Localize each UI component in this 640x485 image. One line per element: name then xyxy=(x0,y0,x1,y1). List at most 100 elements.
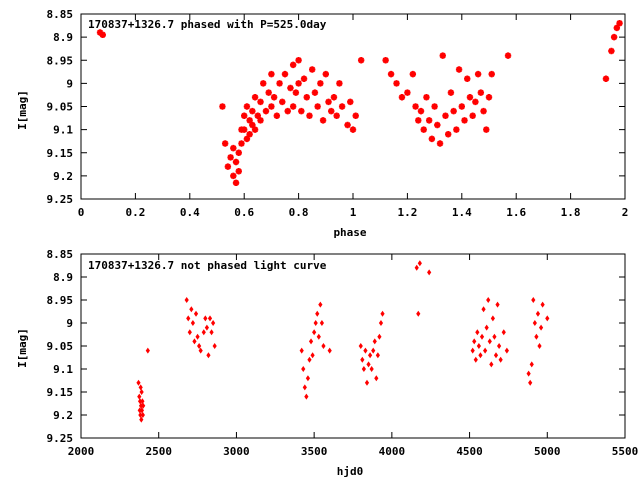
unphased-data-point xyxy=(478,352,483,359)
phased-x-tick-label: 0.2 xyxy=(125,206,145,219)
phased-data-point xyxy=(273,112,281,119)
unphased-data-point xyxy=(484,324,489,331)
phased-data-point xyxy=(251,94,259,101)
phased-data-point xyxy=(287,84,294,92)
unphased-data-point xyxy=(315,310,320,317)
unphased-data-point xyxy=(371,347,376,354)
unphased-data-point xyxy=(140,398,145,405)
unphased-data-point xyxy=(193,310,199,317)
unphased-data-point xyxy=(310,352,315,359)
unphased-y-tick-label: 8.85 xyxy=(47,248,74,261)
unphased-data-point xyxy=(301,366,306,372)
phased-data-point xyxy=(483,126,490,133)
unphased-data-point xyxy=(184,297,189,303)
phased-data-point xyxy=(455,66,463,73)
unphased-data-point xyxy=(209,329,214,336)
unphased-data-point xyxy=(203,315,208,322)
phased-data-point xyxy=(265,89,272,96)
phased-data-point xyxy=(466,94,474,101)
phased-data-point xyxy=(243,103,251,110)
unphased-data-point xyxy=(198,347,203,354)
unphased-data-point xyxy=(141,402,146,409)
phased-data-point xyxy=(311,89,319,96)
phased-data-point xyxy=(338,103,346,110)
phased-data-point xyxy=(303,94,310,101)
phased-data-point xyxy=(227,154,234,161)
unphased-x-axis-label: hjd0 xyxy=(337,465,364,478)
phased-data-point xyxy=(317,80,324,87)
unphased-data-point xyxy=(540,301,545,308)
phased-plot-frame xyxy=(80,13,626,200)
unphased-data-point xyxy=(186,315,191,322)
unphased-data-point xyxy=(305,375,311,382)
phased-data-point xyxy=(246,131,253,138)
phased-x-tick-label: 1.8 xyxy=(561,206,581,219)
unphased-data-point xyxy=(490,315,495,322)
phased-data-point xyxy=(230,144,237,152)
unphased-data-point xyxy=(145,347,150,354)
unphased-data-point xyxy=(358,343,363,349)
phased-data-point xyxy=(238,140,245,147)
unphased-data-point xyxy=(476,343,481,349)
phased-data-point xyxy=(241,112,248,119)
phased-data-point xyxy=(295,80,302,87)
phased-data-point xyxy=(306,112,313,119)
unphased-data-point xyxy=(187,329,192,336)
unphased-x-tick-label: 4500 xyxy=(456,445,483,458)
phased-data-point xyxy=(232,179,240,187)
phased-data-point xyxy=(453,126,460,133)
phased-y-tick-label: 8.85 xyxy=(47,8,74,21)
phased-data-point xyxy=(415,117,422,124)
phased-y-tick-label: 9.25 xyxy=(47,193,74,206)
unphased-data-point xyxy=(470,347,475,354)
phased-data-point xyxy=(270,94,278,101)
unphased-data-point xyxy=(486,297,491,303)
phased-x-tick-label: 0.4 xyxy=(180,206,200,219)
phased-data-point xyxy=(480,107,487,115)
unphased-data-point xyxy=(137,398,143,405)
unphased-data-point xyxy=(366,361,371,368)
unphased-data-point xyxy=(136,379,141,386)
phased-panel: 170837+1326.7 phased with P=525.0day pha… xyxy=(16,8,628,239)
phased-data-point xyxy=(387,70,395,78)
phased-x-tick-label: 0.8 xyxy=(289,206,309,219)
phased-data-point xyxy=(436,140,444,147)
unphased-data-point xyxy=(472,338,477,345)
unphased-data-point xyxy=(531,297,536,303)
unphased-data-point xyxy=(498,356,503,363)
phased-data-point xyxy=(235,168,242,175)
unphased-data-point xyxy=(207,315,213,322)
phased-data-point xyxy=(99,31,106,39)
phased-data-point xyxy=(292,89,300,96)
unphased-data-point xyxy=(487,338,492,345)
unphased-y-axis-label: I[mag] xyxy=(16,328,29,368)
phased-data-point xyxy=(319,117,327,124)
unphased-data-point xyxy=(312,329,317,336)
phased-y-tick-label: 8.9 xyxy=(53,31,73,44)
unphased-data-point xyxy=(140,412,145,418)
phased-x-tick-label: 2 xyxy=(622,206,629,219)
phased-data-point xyxy=(434,121,441,129)
unphased-data-point xyxy=(361,366,366,372)
phased-data-point xyxy=(461,117,468,124)
unphased-x-tick-label: 2500 xyxy=(145,445,172,458)
unphased-y-tick-label: 9.15 xyxy=(47,386,74,399)
phased-data-point xyxy=(300,75,308,82)
unphased-data-point xyxy=(417,260,422,267)
phased-data-point xyxy=(485,94,493,101)
unphased-data-point xyxy=(318,301,323,308)
unphased-data-point xyxy=(475,329,480,336)
unphased-data-point xyxy=(380,310,385,317)
unphased-data-point xyxy=(190,320,196,326)
phased-data-point xyxy=(412,103,419,110)
phased-data-point xyxy=(254,112,261,119)
phased-data-point xyxy=(289,61,297,69)
phased-data-point xyxy=(409,70,417,78)
unphased-data-point xyxy=(545,315,550,322)
phased-y-tick-label: 9.05 xyxy=(47,101,74,114)
unphased-data-point xyxy=(139,416,144,423)
phased-data-point xyxy=(260,80,267,87)
phased-data-point xyxy=(232,158,240,166)
phased-data-point xyxy=(257,98,264,106)
